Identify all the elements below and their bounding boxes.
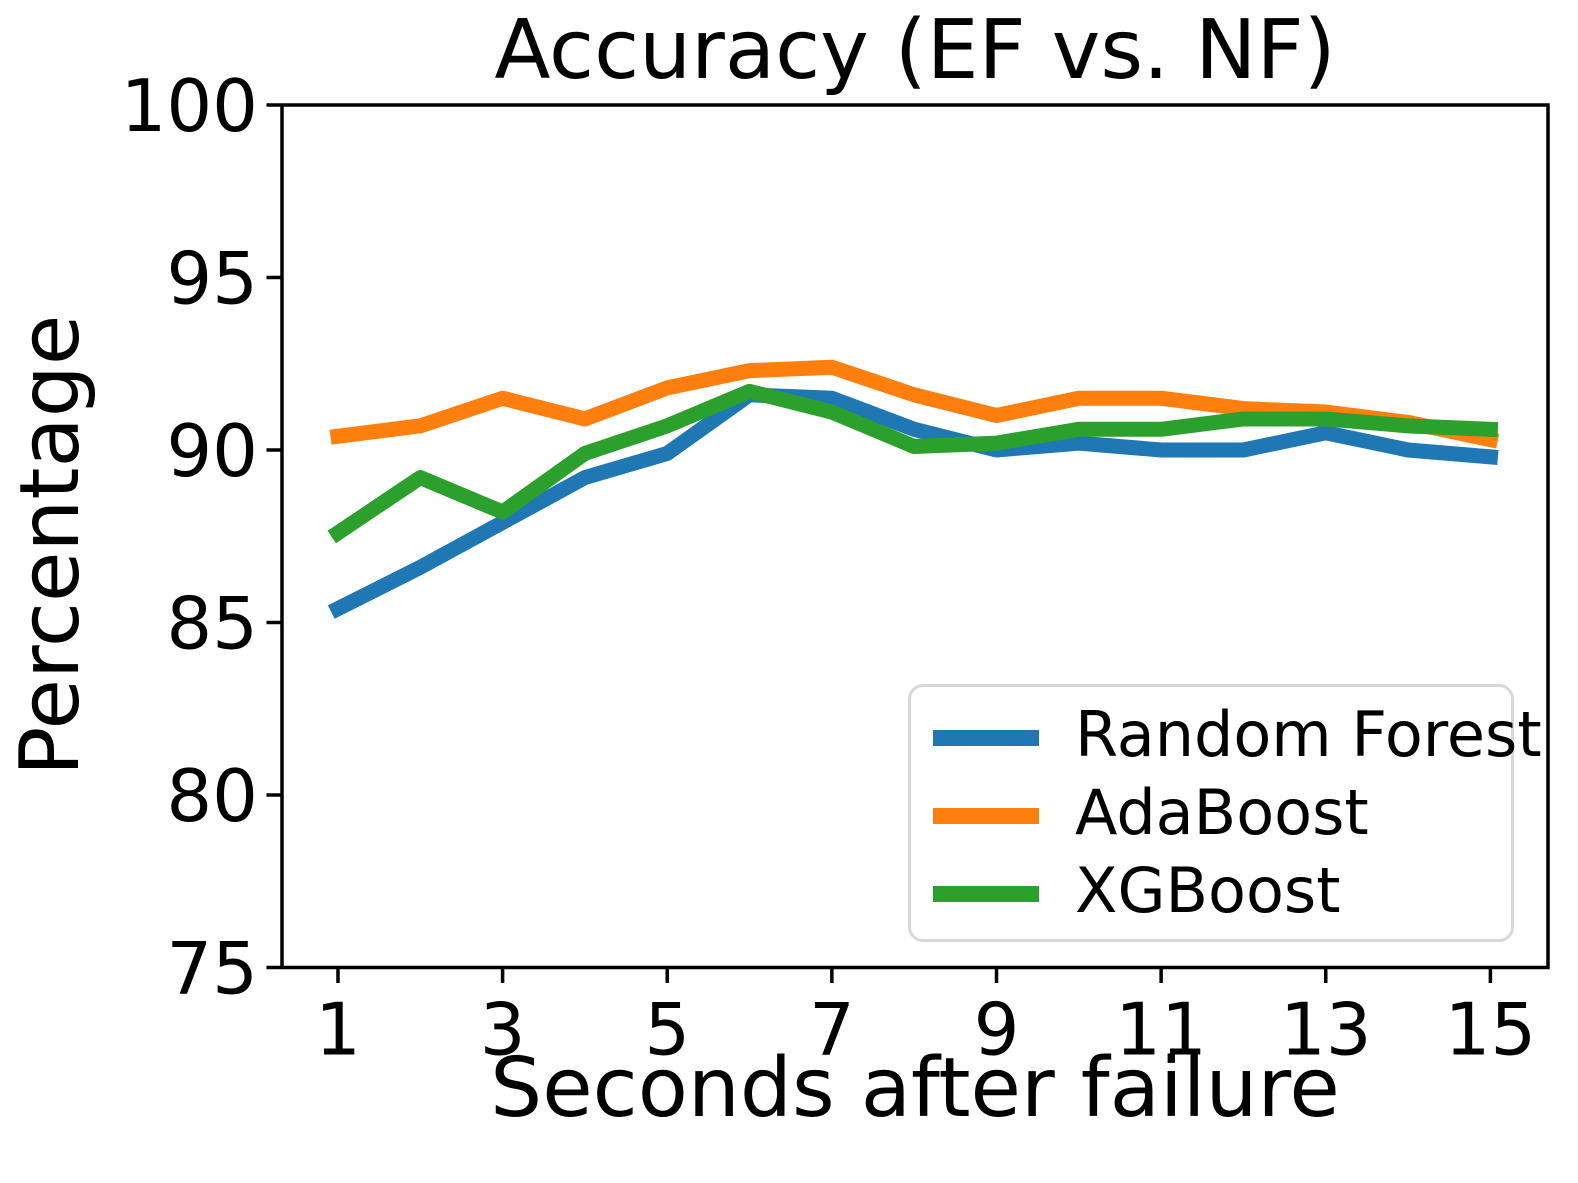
legend-item-random-forest: Random Forest (933, 699, 1542, 777)
plot-frame (280, 103, 1550, 970)
legend-item-adaboost: AdaBoost (933, 777, 1511, 855)
series-random-forest (327, 387, 1499, 619)
legend-label: XGBoost (1075, 854, 1341, 927)
x-tick-label: 9 (974, 988, 1020, 1072)
y-tick-label: 90 (166, 409, 258, 493)
y-tick-label: 100 (121, 64, 258, 148)
x-axis-label: Seconds after failure (490, 1041, 1340, 1136)
y-tick-label: 85 (166, 582, 258, 666)
legend-swatch-xgboost (933, 886, 1039, 902)
x-tick-label: 15 (1445, 988, 1537, 1072)
legend: Random Forest AdaBoost XGBoost (908, 684, 1542, 942)
x-tick-label: 3 (480, 988, 526, 1072)
series-adaboost (329, 359, 1500, 449)
y-tick-label: 80 (166, 754, 258, 838)
chart-title: Accuracy (EF vs. NF) (494, 3, 1336, 98)
legend-item-xgboost: XGBoost (933, 855, 1511, 933)
legend-swatch-random-forest (933, 730, 1039, 746)
series-xgboost (327, 383, 1499, 544)
y-tick-label: 95 (166, 237, 258, 321)
legend-swatch-adaboost (933, 808, 1039, 824)
y-axis-label: Percentage (3, 314, 98, 776)
legend-label: Random Forest (1075, 698, 1542, 771)
y-tick-label: 75 (166, 927, 258, 1011)
x-tick-label: 11 (1115, 988, 1207, 1072)
x-tick-label: 13 (1280, 988, 1372, 1072)
x-tick-label: 7 (809, 988, 855, 1072)
x-tick-label: 5 (644, 988, 690, 1072)
x-tick-label: 1 (315, 988, 361, 1072)
legend-label: AdaBoost (1075, 776, 1369, 849)
